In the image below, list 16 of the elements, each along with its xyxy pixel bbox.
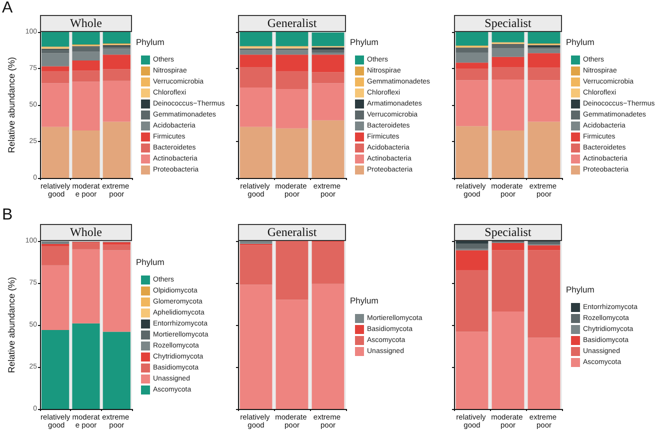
chart-title: Whole <box>40 15 132 32</box>
chart-title: Specialist <box>454 224 562 241</box>
legend-title: Phylum <box>566 37 594 47</box>
legend-title: Phylum <box>136 257 164 267</box>
legend-title: Phylum <box>350 296 378 306</box>
text: B <box>2 206 13 224</box>
y-axis-title: Relative abundance (%) <box>6 276 16 374</box>
chart-title: Specialist <box>454 15 562 32</box>
chart-title: Generalist <box>238 224 346 241</box>
legend-title: Phylum <box>566 284 594 294</box>
text: A <box>2 0 13 16</box>
y-axis-title: Relative abundance (%) <box>6 56 16 154</box>
legend-title: Phylum <box>350 37 378 47</box>
legend-title: Phylum <box>136 37 164 47</box>
chart-title: Whole <box>40 224 132 241</box>
chart-title: Generalist <box>238 15 346 32</box>
